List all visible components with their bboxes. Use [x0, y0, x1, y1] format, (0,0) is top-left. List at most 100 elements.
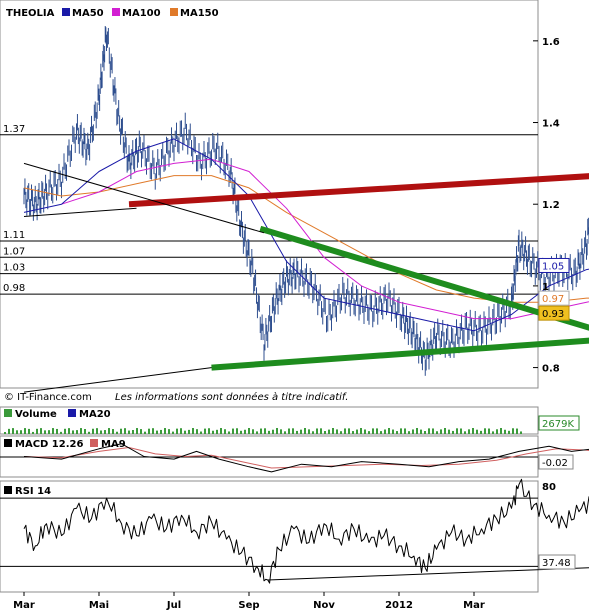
volume-bar [292, 428, 294, 434]
volume-bar [48, 430, 50, 434]
volume-bar [252, 429, 254, 434]
volume-bar [68, 428, 70, 434]
macd-series [23, 443, 589, 473]
volume-bar [288, 428, 290, 434]
volume-bar [412, 429, 414, 434]
volume-bar [220, 428, 222, 434]
legend-swatch-ma150 [170, 8, 178, 16]
volume-value-badge [538, 415, 580, 431]
volume-bar [84, 428, 86, 434]
volume-bar [516, 428, 518, 434]
volume-bar [344, 428, 346, 434]
volume-bar [392, 429, 394, 434]
volume-bar [196, 429, 198, 434]
volume-bar [92, 428, 94, 434]
volume-bar [180, 428, 182, 434]
volume-pane-frame [0, 406, 539, 435]
volume-bar [192, 428, 194, 434]
volume-bar [424, 431, 426, 434]
volume-bar [256, 431, 258, 434]
legend-swatch-volume-ma20 [68, 409, 76, 417]
volume-bar [452, 430, 454, 434]
legend-ma150: MA150 [180, 8, 219, 19]
legend-swatch-macd [4, 439, 12, 447]
volume-bar [224, 429, 226, 434]
legend-ma50: MA50 [72, 8, 104, 19]
volume-bar [456, 428, 458, 434]
black-long-support-line [23, 367, 212, 393]
legend-macd-ma9: MA9 [101, 439, 126, 450]
volume-bar [460, 428, 462, 434]
volume-bar [448, 429, 450, 434]
price-badges: 1.05 0.97 0.93 [538, 257, 570, 321]
volume-bar [332, 428, 334, 434]
volume-bar [108, 428, 110, 434]
x-tick-label: Sep [238, 600, 259, 611]
volume-bar [484, 428, 486, 434]
volume-bar [368, 431, 370, 434]
volume-bar [116, 431, 118, 434]
volume-bar [144, 431, 146, 434]
volume-bar [364, 429, 366, 434]
volume-bar [264, 428, 266, 434]
volume-bar [284, 431, 286, 434]
price-badge [538, 290, 570, 306]
volume-bar [8, 428, 10, 434]
level-label: 1.37 [3, 124, 25, 135]
ma150-line [23, 175, 589, 303]
x-tick-label: Mai [89, 600, 109, 611]
volume-bar [308, 429, 310, 434]
volume-bar [436, 431, 438, 434]
volume-bar [380, 431, 382, 434]
volume-bar [340, 431, 342, 434]
volume-bar [64, 428, 66, 434]
chart-title: THEOLIA [6, 8, 55, 19]
volume-bar [276, 428, 278, 434]
volume-bar [172, 431, 174, 434]
green-rising-line [211, 337, 589, 371]
volume-bar [400, 428, 402, 434]
volume-bar [28, 428, 30, 434]
black-support-line [23, 207, 137, 217]
volume-bar [468, 429, 470, 434]
legend-swatch-macd-ma9 [90, 439, 98, 447]
volume-bar [44, 430, 46, 434]
rsi-line [23, 478, 589, 584]
volume-bar [300, 429, 302, 434]
volume-value-label: 2679K [542, 419, 574, 430]
volume-bar [360, 428, 362, 434]
volume-bar [20, 430, 22, 434]
rsi-value-label: 37.48 [542, 558, 571, 569]
rsi-bands [0, 497, 538, 567]
volume-bar [388, 428, 390, 434]
price-badge [538, 305, 570, 321]
level-label: 0.98 [3, 283, 25, 294]
x-axis: Mar Mai Jul Sep Nov 2012 Mar [13, 592, 485, 611]
volume-bar [312, 431, 314, 434]
red-resistance-line [128, 173, 589, 208]
volume-bar [500, 428, 502, 434]
volume-bar [212, 430, 214, 434]
volume-bar [204, 428, 206, 434]
volume-bar [476, 429, 478, 434]
volume-bar [24, 428, 26, 434]
volume-bar [260, 428, 262, 434]
price-levels: 1.37 1.11 1.07 1.03 0.98 [0, 124, 538, 295]
volume-bar [168, 429, 170, 434]
volume-bar [296, 430, 298, 434]
level-label: 1.07 [3, 246, 25, 257]
rsi-value-badge [538, 554, 576, 570]
volume-bar [244, 429, 246, 434]
macd-line [23, 443, 589, 473]
volume-bar [112, 429, 114, 434]
volume-bar [472, 428, 474, 434]
volume-bar [136, 428, 138, 434]
volume-bar [316, 428, 318, 434]
volume-bar [152, 428, 154, 434]
volume-bars [4, 428, 522, 434]
credit-text: © IT-Finance.com [4, 392, 92, 403]
volume-bar [508, 430, 510, 434]
price-badge [538, 257, 570, 273]
volume-bar [376, 428, 378, 434]
